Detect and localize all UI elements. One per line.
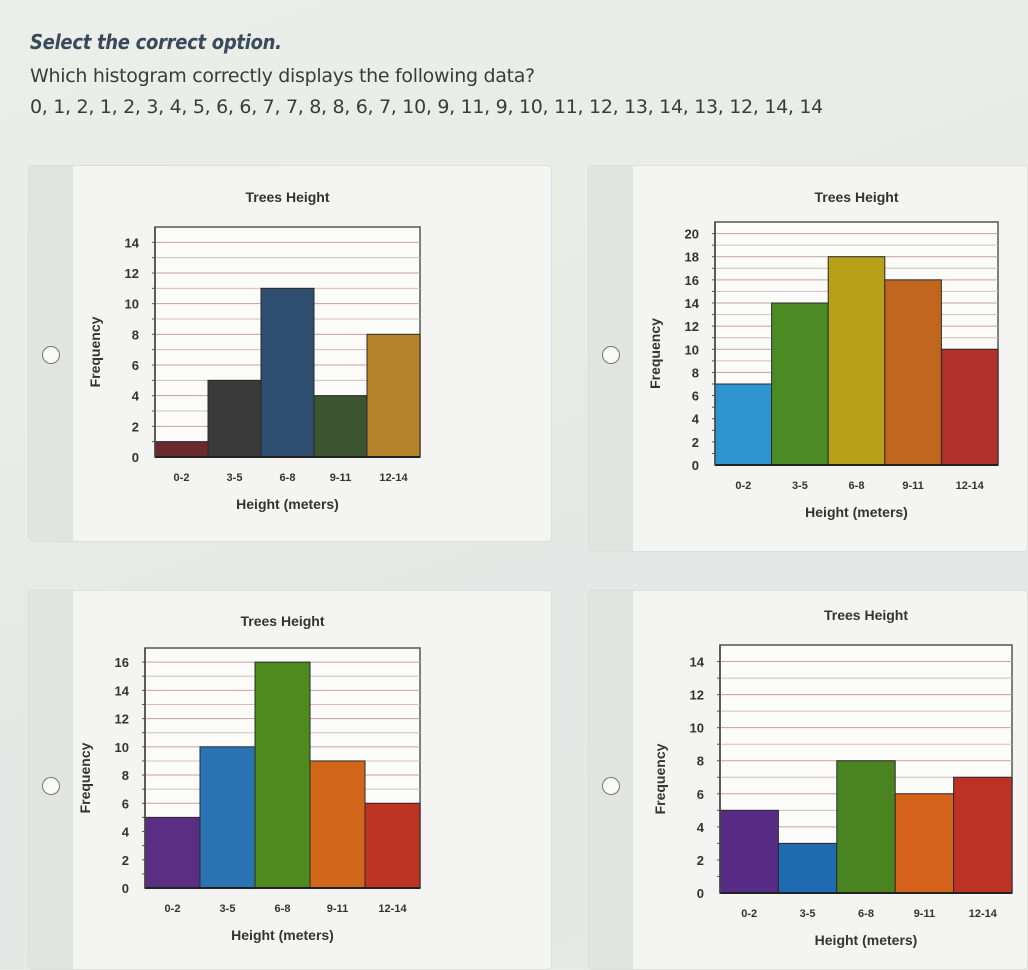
question-text: Which histogram correctly displays the f… <box>30 65 535 87</box>
histogram-option-c: 0 2 4 6 8 10 12 14 16 0-2 3-5 6-8 9-11 12-14 Trees Hei… <box>77 613 421 943</box>
x-tick-label: 6-8 <box>849 480 865 492</box>
chart-title: Trees Height <box>814 189 898 205</box>
y-tick-label: 10 <box>685 342 699 357</box>
y-tick-label: 14 <box>125 235 140 250</box>
bar-0-2 <box>714 383 773 466</box>
bar-0-2 <box>154 441 209 458</box>
bar-9-11 <box>884 279 942 466</box>
x-tick-label: 9-11 <box>914 908 935 920</box>
y-tick-label: 8 <box>132 327 139 342</box>
y-tick-label: 14 <box>690 655 705 670</box>
y-axis-label: Frequency <box>77 742 93 813</box>
y-axis-label: Frequency <box>87 316 103 387</box>
y-tick-label: 4 <box>692 412 700 427</box>
bar-0-2 <box>144 816 201 889</box>
x-tick-label: 3-5 <box>800 908 816 920</box>
y-tick-label: 12 <box>690 688 704 703</box>
option-b-radio[interactable] <box>602 346 620 364</box>
y-tick-label: 10 <box>125 297 139 312</box>
bar-3-5 <box>207 379 262 458</box>
y-tick-label: 16 <box>685 273 699 288</box>
y-axis-label: Frequency <box>647 318 663 389</box>
x-tick-label: 6-8 <box>275 903 291 915</box>
y-tick-label: 10 <box>690 721 704 736</box>
x-tick-label: 12-14 <box>379 472 408 484</box>
y-tick-label: 10 <box>115 740 129 755</box>
y-tick-label: 14 <box>115 683 130 698</box>
y-tick-label: 12 <box>125 266 139 281</box>
x-tick-label: 3-5 <box>227 472 243 484</box>
x-tick-label: 9-11 <box>330 472 351 484</box>
y-tick-label: 6 <box>122 796 129 811</box>
y-tick-label: 12 <box>115 712 129 727</box>
y-tick-label: 6 <box>132 358 139 373</box>
bar-12-14 <box>953 776 1013 894</box>
bar-6-8 <box>254 661 311 889</box>
x-tick-label: 0-2 <box>741 908 757 920</box>
y-tick-label: 8 <box>697 754 704 769</box>
x-tick-label: 0-2 <box>735 480 751 492</box>
histogram-option-d: 0 2 4 6 8 10 12 14 0-2 3-5 6-8 9-11 12-14 Trees Heigh… <box>652 607 1013 948</box>
y-axis-label: Frequency <box>652 743 668 814</box>
x-axis-label: Height (meters) <box>805 504 908 520</box>
bar-3-5 <box>199 746 256 889</box>
y-tick-label: 8 <box>692 365 699 380</box>
bar-9-11 <box>313 395 368 458</box>
y-tick-label: 2 <box>692 435 699 450</box>
x-axis-label: Height (meters) <box>815 932 918 948</box>
instruction-text: Select the correct option. <box>30 30 282 54</box>
y-tick-label: 0 <box>692 458 699 473</box>
bar-3-5 <box>771 302 829 466</box>
y-tick-label: 2 <box>132 419 139 434</box>
y-tick-label: 0 <box>697 886 704 901</box>
y-tick-label: 4 <box>122 825 130 840</box>
x-axis-label: Height (meters) <box>231 927 334 943</box>
option-c-radio[interactable] <box>42 777 60 795</box>
y-tick-label: 12 <box>685 319 699 334</box>
x-tick-label: 3-5 <box>220 903 236 915</box>
option-d-radio[interactable] <box>602 777 620 795</box>
x-tick-label: 3-5 <box>792 480 808 492</box>
y-tick-label: 8 <box>122 768 129 783</box>
histogram-option-a: 0 2 4 6 8 10 12 14 0-2 3-5 6-8 9-11 12-14 Trees Heigh… <box>87 189 421 512</box>
x-tick-label: 6-8 <box>280 472 296 484</box>
y-tick-label: 0 <box>132 450 139 465</box>
data-values-text: 0, 1, 2, 1, 2, 3, 4, 5, 6, 6, 7, 7, 8, 8… <box>30 96 823 118</box>
x-tick-label: 0-2 <box>174 472 190 484</box>
chart-title: Trees Height <box>824 607 908 623</box>
x-tick-label: 6-8 <box>858 908 874 920</box>
bar-6-8 <box>260 287 315 458</box>
histogram-option-b: 0 2 4 6 8 10 12 14 16 18 20 0-2 3-5 6-8 9-11 12-14 Trees… <box>647 189 999 520</box>
bar-3-5 <box>777 842 838 894</box>
x-tick-label: 12-14 <box>969 908 998 920</box>
x-tick-label: 9-11 <box>902 480 923 492</box>
bar-6-8 <box>827 256 886 466</box>
chart-title: Trees Height <box>240 613 324 629</box>
x-axis-label: Height (meters) <box>236 496 339 512</box>
y-tick-label: 2 <box>697 853 704 868</box>
x-tick-label: 12-14 <box>378 903 407 915</box>
y-tick-label: 0 <box>122 881 129 896</box>
y-tick-label: 16 <box>115 655 129 670</box>
y-tick-label: 2 <box>122 853 129 868</box>
bar-9-11 <box>894 793 955 894</box>
bar-12-14 <box>940 348 999 466</box>
y-tick-label: 6 <box>697 787 704 802</box>
y-tick-label: 4 <box>132 389 140 404</box>
bar-9-11 <box>309 760 366 889</box>
bar-12-14 <box>364 802 421 889</box>
y-tick-label: 18 <box>685 250 699 265</box>
bar-6-8 <box>836 760 896 894</box>
y-tick-label: 20 <box>685 227 699 242</box>
option-a-radio[interactable] <box>42 346 60 364</box>
bar-12-14 <box>366 333 421 458</box>
x-tick-label: 0-2 <box>165 903 181 915</box>
y-tick-label: 6 <box>692 389 699 404</box>
chart-title: Trees Height <box>245 189 329 205</box>
x-tick-label: 9-11 <box>327 903 348 915</box>
bar-0-2 <box>719 809 779 894</box>
x-tick-label: 12-14 <box>956 480 985 492</box>
y-tick-label: 4 <box>697 820 705 835</box>
y-tick-label: 14 <box>685 296 700 311</box>
